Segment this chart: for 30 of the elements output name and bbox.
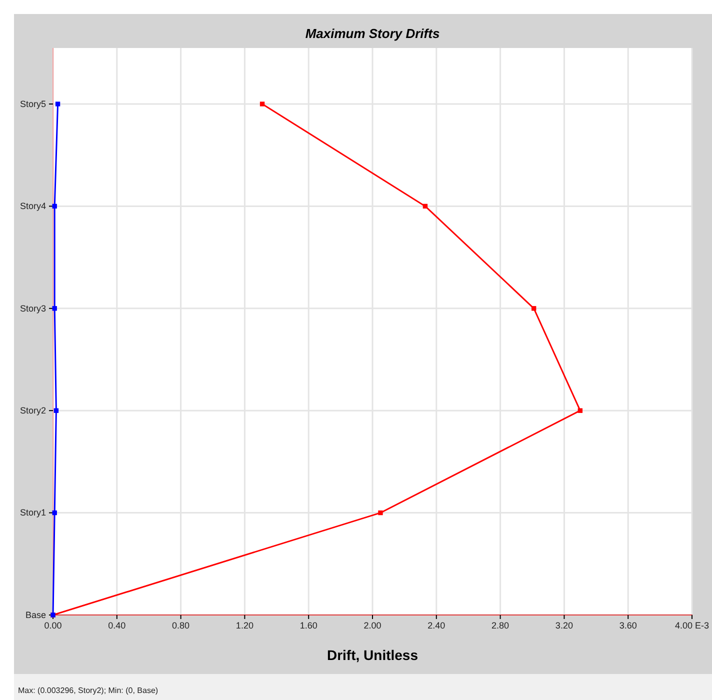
point <box>532 306 536 311</box>
point <box>578 408 583 413</box>
x-tick-label: 0.40 <box>108 620 126 630</box>
point <box>260 102 265 106</box>
y-tick-label: Base <box>25 610 46 620</box>
x-tick-label: 0.80 <box>172 620 190 630</box>
chart-title: Maximum Story Drifts <box>305 26 440 41</box>
x-tick-label: 3.60 <box>619 620 637 630</box>
point <box>52 510 57 516</box>
point <box>52 204 57 209</box>
y-tick-label: Story2 <box>20 405 46 416</box>
point <box>55 102 60 106</box>
point <box>52 306 57 311</box>
point <box>378 510 383 516</box>
point <box>422 204 428 209</box>
x-tick-label: 2.00 <box>364 620 382 630</box>
y-tick-label: Story1 <box>20 508 46 518</box>
x-tick-label: 1.20 <box>236 620 254 630</box>
x-tick-label: 3.20 <box>555 620 573 630</box>
text: Max: (0.003296, Story2); Min: (0, Base) <box>18 686 158 695</box>
x-tick-label: 0.00 <box>44 620 62 630</box>
x-tick-label: 2.80 <box>492 620 510 630</box>
point <box>54 408 59 413</box>
y-tick-label: Story3 <box>20 303 46 314</box>
y-tick-label: Story5 <box>20 98 46 109</box>
y-tick-label: Story4 <box>20 201 46 212</box>
x-axis-title: Drift, Unitless <box>326 647 418 663</box>
x-tick-label: 1.60 <box>300 620 318 630</box>
x-tick-label: 2.40 <box>428 620 446 630</box>
x-tick-label: 4.00 E-3 <box>674 620 710 630</box>
